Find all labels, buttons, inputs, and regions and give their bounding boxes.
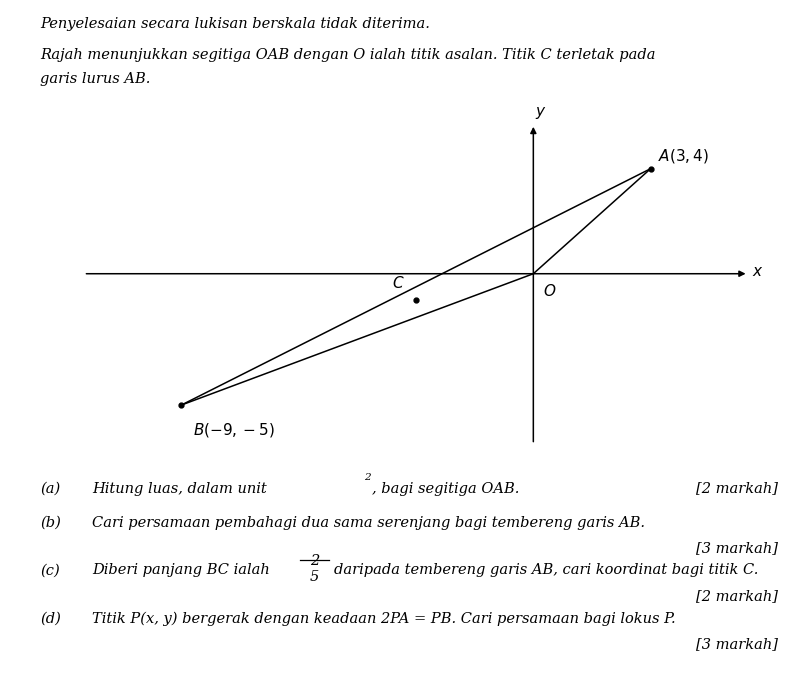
Text: $O$: $O$ [543,283,557,299]
Text: [2 markah]: [2 markah] [696,589,778,603]
Text: (b): (b) [40,516,61,529]
Text: $C$: $C$ [392,275,404,291]
Text: (a): (a) [40,482,60,495]
Text: Diberi panjang BC ialah: Diberi panjang BC ialah [92,563,274,577]
Text: [3 markah]: [3 markah] [696,637,778,651]
Text: garis lurus AB.: garis lurus AB. [40,72,150,85]
Text: $y$: $y$ [535,105,547,122]
Text: Hitung luas, dalam unit: Hitung luas, dalam unit [92,482,266,495]
Text: , bagi segitiga OAB.: , bagi segitiga OAB. [372,482,519,495]
Text: $A(3, 4)$: $A(3, 4)$ [658,147,710,165]
Text: [3 markah]: [3 markah] [696,542,778,555]
Text: (d): (d) [40,611,61,625]
Text: Cari persamaan pembahagi dua sama serenjang bagi tembereng garis AB.: Cari persamaan pembahagi dua sama serenj… [92,516,645,529]
Text: $B(-9, -5)$: $B(-9, -5)$ [193,421,274,439]
Text: [2 markah]: [2 markah] [696,482,778,495]
Text: Titik P(x, y) bergerak dengan keadaan 2PA = PB. Cari persamaan bagi lokus P.: Titik P(x, y) bergerak dengan keadaan 2P… [92,611,676,626]
Text: 5: 5 [310,570,319,584]
Text: Rajah menunjukkan segitiga OAB dengan O ialah titik asalan. Titik C terletak pad: Rajah menunjukkan segitiga OAB dengan O … [40,48,655,61]
Text: 2: 2 [364,473,370,482]
Text: $x$: $x$ [752,266,764,279]
Text: 2: 2 [310,554,319,568]
Text: Penyelesaian secara lukisan berskala tidak diterima.: Penyelesaian secara lukisan berskala tid… [40,17,430,31]
Text: daripada tembereng garis AB, cari koordinat bagi titik C.: daripada tembereng garis AB, cari koordi… [334,563,758,577]
Text: (c): (c) [40,563,60,577]
